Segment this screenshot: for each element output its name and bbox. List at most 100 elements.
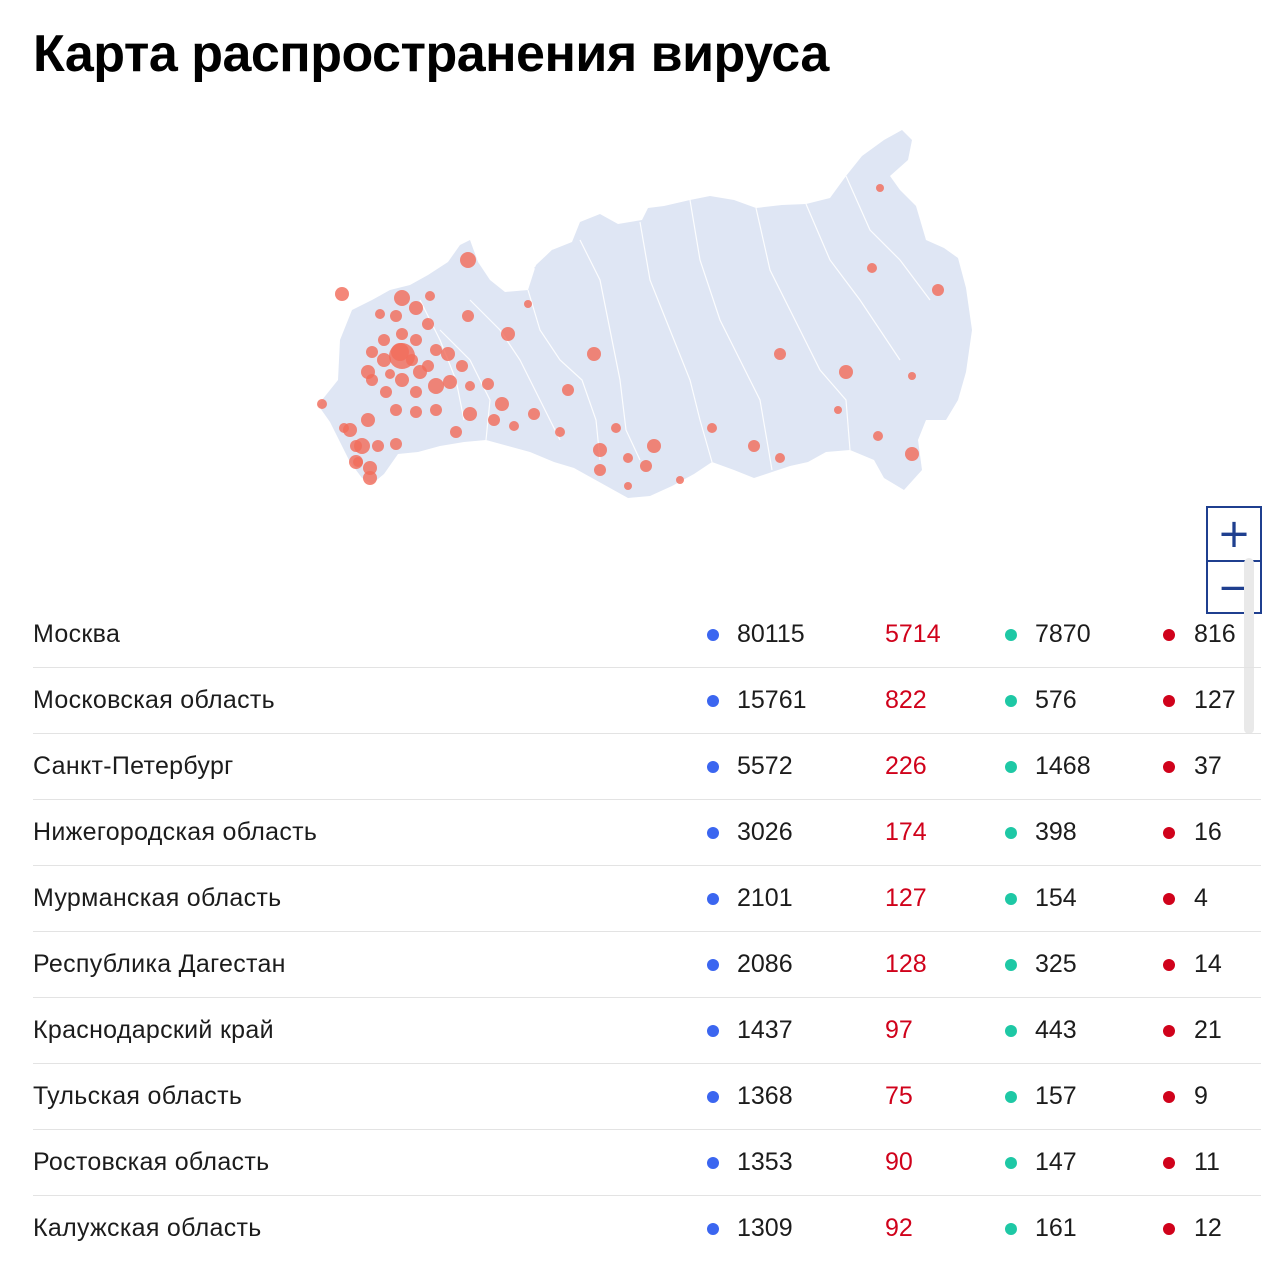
case-marker[interactable] — [410, 386, 422, 398]
case-marker[interactable] — [430, 344, 442, 356]
case-marker[interactable] — [363, 471, 377, 485]
table-row[interactable]: Мурманская область 2101 127 154 4 — [33, 866, 1261, 932]
case-marker[interactable] — [509, 421, 519, 431]
case-marker[interactable] — [363, 461, 377, 475]
case-marker[interactable] — [428, 378, 444, 394]
case-marker[interactable] — [406, 354, 418, 366]
case-marker[interactable] — [375, 309, 385, 319]
case-marker[interactable] — [460, 252, 476, 268]
case-marker[interactable] — [623, 453, 633, 463]
case-marker[interactable] — [361, 413, 375, 427]
case-marker[interactable] — [587, 347, 601, 361]
russia-shape — [318, 130, 972, 498]
case-marker[interactable] — [422, 360, 434, 372]
case-marker[interactable] — [640, 460, 652, 472]
case-marker[interactable] — [410, 334, 422, 346]
recovered-count: 147 — [1035, 1148, 1077, 1176]
case-marker[interactable] — [390, 404, 402, 416]
case-marker[interactable] — [463, 407, 477, 421]
case-marker[interactable] — [495, 397, 509, 411]
case-marker[interactable] — [372, 440, 384, 452]
region-name: Калужская область — [33, 1214, 262, 1242]
case-marker[interactable] — [594, 464, 606, 476]
scrollbar[interactable] — [1244, 558, 1254, 734]
case-marker[interactable] — [676, 476, 684, 484]
case-marker[interactable] — [385, 369, 395, 379]
case-marker[interactable] — [317, 399, 327, 409]
case-marker[interactable] — [555, 427, 565, 437]
case-marker[interactable] — [335, 287, 349, 301]
recovered-dot-icon — [1005, 1157, 1017, 1169]
table-row[interactable]: Тульская область 1368 75 157 9 — [33, 1064, 1261, 1130]
case-marker[interactable] — [528, 408, 540, 420]
case-marker[interactable] — [839, 365, 853, 379]
deaths-dot-icon — [1163, 629, 1175, 641]
case-marker[interactable] — [524, 300, 532, 308]
cases-dot-icon — [707, 1223, 719, 1235]
case-marker[interactable] — [380, 386, 392, 398]
case-marker[interactable] — [377, 353, 391, 367]
new-cases-count: 92 — [885, 1214, 913, 1242]
cases-count: 2101 — [737, 884, 793, 912]
case-marker[interactable] — [465, 381, 475, 391]
case-marker[interactable] — [422, 318, 434, 330]
case-marker[interactable] — [366, 346, 378, 358]
case-marker[interactable] — [394, 290, 410, 306]
case-marker[interactable] — [443, 375, 457, 389]
case-marker[interactable] — [378, 334, 390, 346]
case-marker[interactable] — [430, 404, 442, 416]
case-marker[interactable] — [390, 438, 402, 450]
case-marker[interactable] — [876, 184, 884, 192]
case-marker[interactable] — [462, 310, 474, 322]
case-marker[interactable] — [488, 414, 500, 426]
case-marker[interactable] — [908, 372, 916, 380]
region-name: Нижегородская область — [33, 818, 318, 846]
case-marker[interactable] — [707, 423, 717, 433]
case-marker[interactable] — [441, 347, 455, 361]
recovered-dot-icon — [1005, 761, 1017, 773]
table-row[interactable]: Московская область 15761 822 576 127 — [33, 668, 1261, 734]
case-marker[interactable] — [501, 327, 515, 341]
table-row[interactable]: Краснодарский край 1437 97 443 21 — [33, 998, 1261, 1064]
table-row[interactable]: Москва 80115 5714 7870 816 — [33, 602, 1261, 668]
russia-map[interactable]: + − — [0, 110, 1280, 614]
case-marker[interactable] — [593, 443, 607, 457]
case-marker[interactable] — [905, 447, 919, 461]
case-marker[interactable] — [350, 440, 362, 452]
case-marker[interactable] — [775, 453, 785, 463]
case-marker[interactable] — [410, 406, 422, 418]
table-row[interactable]: Ростовская область 1353 90 147 11 — [33, 1130, 1261, 1196]
case-marker[interactable] — [873, 431, 883, 441]
case-marker[interactable] — [456, 360, 468, 372]
cases-dot-icon — [707, 695, 719, 707]
case-marker[interactable] — [409, 301, 423, 315]
table-row[interactable]: Республика Дагестан 2086 128 325 14 — [33, 932, 1261, 998]
case-marker[interactable] — [867, 263, 877, 273]
case-marker[interactable] — [932, 284, 944, 296]
region-name: Республика Дагестан — [33, 950, 286, 978]
case-marker[interactable] — [361, 365, 375, 379]
case-marker[interactable] — [450, 426, 462, 438]
table-row[interactable]: Калужская область 1309 92 161 12 — [33, 1196, 1261, 1261]
case-marker[interactable] — [425, 291, 435, 301]
case-marker[interactable] — [390, 310, 402, 322]
table-row[interactable]: Нижегородская область 3026 174 398 16 — [33, 800, 1261, 866]
case-marker[interactable] — [482, 378, 494, 390]
case-marker[interactable] — [748, 440, 760, 452]
case-marker[interactable] — [647, 439, 661, 453]
case-marker[interactable] — [611, 423, 621, 433]
case-marker[interactable] — [391, 343, 409, 361]
case-marker[interactable] — [395, 373, 409, 387]
new-cases-count: 226 — [885, 752, 927, 780]
zoom-in-button[interactable]: + — [1208, 508, 1260, 562]
table-row[interactable]: Санкт-Петербург 5572 226 1468 37 — [33, 734, 1261, 800]
map-canvas[interactable] — [0, 110, 1280, 530]
case-marker[interactable] — [834, 406, 842, 414]
new-cases-count: 97 — [885, 1016, 913, 1044]
case-marker[interactable] — [562, 384, 574, 396]
case-marker[interactable] — [353, 457, 363, 467]
case-marker[interactable] — [343, 423, 357, 437]
case-marker[interactable] — [774, 348, 786, 360]
case-marker[interactable] — [396, 328, 408, 340]
case-marker[interactable] — [624, 482, 632, 490]
